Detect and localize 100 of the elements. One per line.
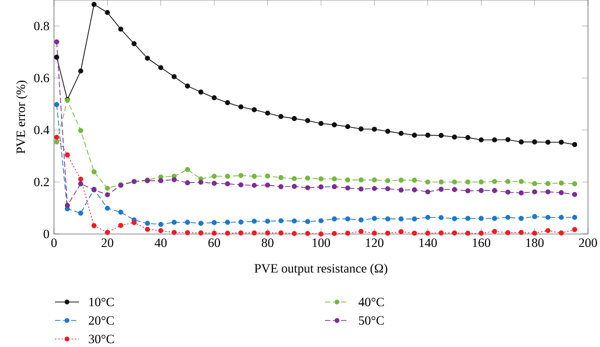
point xyxy=(372,186,377,192)
point xyxy=(412,178,417,183)
point xyxy=(478,216,484,221)
point xyxy=(265,110,270,116)
y-tick-label: 0.6 xyxy=(34,74,50,82)
point xyxy=(412,230,417,236)
x-tick-label: 180 xyxy=(526,238,544,248)
point xyxy=(318,184,324,190)
y-tick-label: 0.4 xyxy=(34,126,50,134)
point xyxy=(558,180,564,186)
point xyxy=(425,179,430,185)
point xyxy=(104,230,110,235)
point xyxy=(172,230,177,235)
point xyxy=(465,216,470,221)
point xyxy=(265,182,270,188)
point xyxy=(78,128,84,134)
point xyxy=(78,210,84,216)
point xyxy=(184,230,190,236)
legend-label: 30°C xyxy=(88,334,114,344)
point xyxy=(118,26,124,32)
point xyxy=(238,182,244,188)
point xyxy=(372,216,377,221)
point xyxy=(265,230,270,236)
point xyxy=(452,187,458,192)
point xyxy=(558,230,564,236)
point xyxy=(558,140,564,145)
point xyxy=(518,190,524,196)
point xyxy=(292,116,297,122)
point xyxy=(305,218,310,224)
point xyxy=(198,220,204,226)
point xyxy=(172,74,177,80)
point xyxy=(118,222,124,228)
point xyxy=(54,39,60,44)
legend-label: 50°C xyxy=(359,316,384,325)
y-tick-label: 0 xyxy=(44,230,50,238)
point xyxy=(558,214,564,220)
x-tick-label: 100 xyxy=(312,238,330,248)
point xyxy=(438,230,444,236)
point xyxy=(572,192,578,198)
point xyxy=(412,216,417,222)
point xyxy=(144,56,150,61)
point xyxy=(438,186,444,192)
point xyxy=(184,84,190,89)
point xyxy=(144,226,150,232)
x-tick-label: 140 xyxy=(419,238,437,248)
point xyxy=(78,181,84,186)
point xyxy=(278,175,284,180)
point xyxy=(172,220,177,225)
point xyxy=(412,187,417,192)
point xyxy=(265,173,270,179)
point xyxy=(532,139,538,144)
point xyxy=(505,137,510,142)
point xyxy=(184,166,190,172)
legend-label: 40°C xyxy=(358,298,384,306)
point xyxy=(78,68,84,74)
point xyxy=(518,139,524,144)
point xyxy=(345,177,350,182)
point xyxy=(558,190,564,196)
point xyxy=(158,228,164,234)
point xyxy=(345,216,350,222)
point xyxy=(438,215,444,220)
point xyxy=(332,122,337,128)
point xyxy=(278,230,284,236)
point xyxy=(452,179,458,185)
point xyxy=(438,132,444,138)
point xyxy=(425,189,430,194)
point xyxy=(358,228,364,234)
point xyxy=(172,177,177,182)
point xyxy=(478,230,484,236)
point xyxy=(385,128,390,134)
point xyxy=(465,188,470,194)
x-tick-label: 0 xyxy=(51,238,57,248)
x-tick-label: 60 xyxy=(208,238,220,248)
point xyxy=(358,186,364,192)
point xyxy=(345,124,350,130)
point xyxy=(492,178,498,184)
point xyxy=(532,230,538,236)
point xyxy=(492,137,498,142)
point xyxy=(318,231,324,237)
point xyxy=(492,188,498,194)
point xyxy=(332,176,337,182)
point xyxy=(225,220,230,225)
point xyxy=(398,188,404,193)
point xyxy=(132,41,137,46)
point xyxy=(158,178,164,184)
point xyxy=(398,178,404,183)
point xyxy=(425,230,430,236)
point xyxy=(118,210,124,215)
legend-label: 20°C xyxy=(88,316,114,325)
point xyxy=(104,192,110,198)
point xyxy=(358,126,364,132)
point xyxy=(372,177,377,182)
point xyxy=(452,230,458,236)
y-tick-label: 0.8 xyxy=(34,22,50,30)
point xyxy=(492,228,498,234)
point xyxy=(225,181,230,186)
point xyxy=(318,120,324,126)
point xyxy=(92,169,97,174)
point xyxy=(252,218,257,224)
point xyxy=(398,216,404,222)
